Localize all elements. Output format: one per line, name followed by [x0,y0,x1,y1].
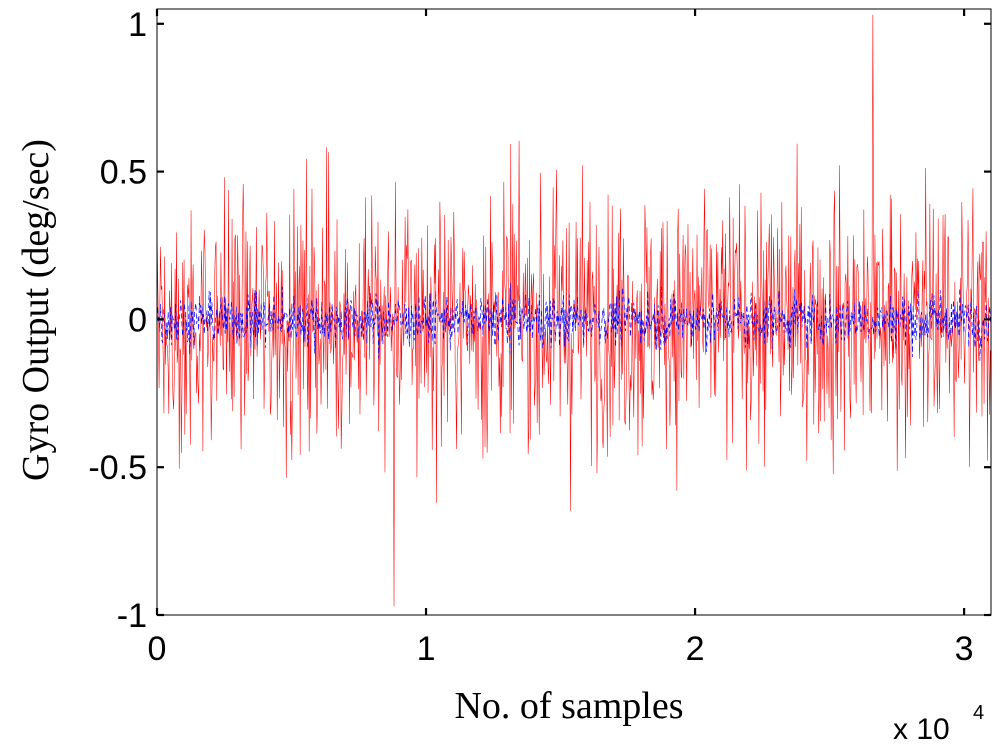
x-axis-title: No. of samples [454,685,683,727]
tick-layer [155,9,991,617]
y-tick-label: -1 [117,597,147,635]
x-tick-label: 1 [417,630,436,668]
y-axis-title: Gyro Output (deg/sec) [15,139,57,481]
series-line-filtered [156,282,992,361]
x-axis-multiplier: x 10 [893,713,950,746]
label-layer: 10.50-0.5-10 1 2 3 [88,6,973,668]
plot-frame [156,8,992,616]
y-tick-label: 1 [128,6,147,44]
y-tick-label: 0 [128,301,147,339]
y-tick-label: 0.5 [100,154,147,192]
x-tick-label: 2 [686,630,705,668]
x-axis-multiplier-exponent: 4 [973,702,984,724]
x-tick-label: 3 [955,630,974,668]
series-layer [156,14,992,607]
y-tick-label: -0.5 [88,449,147,487]
x-tick-label: 0 [148,630,167,668]
